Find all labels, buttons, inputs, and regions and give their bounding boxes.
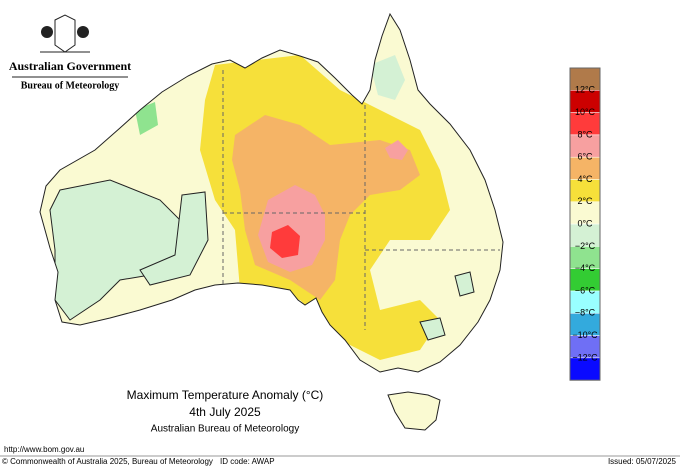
legend-label: 6°C [577, 152, 593, 162]
footer-issued: Issued: 05/07/2025 [608, 457, 677, 466]
footer-url: http://www.bom.gov.au [4, 445, 84, 454]
footer-copyright: © Commonwealth of Australia 2025, Bureau… [2, 457, 213, 466]
legend-label: 8°C [577, 129, 593, 139]
legend-label: 10°C [575, 107, 596, 117]
legend: 12°C 10°C 8°C 6°C 4°C 2°C 0°C −2°C −4°C −6°C −8°C −… [569, 67, 601, 381]
legend-label: 2°C [577, 196, 593, 206]
logo [40, 14, 90, 53]
legend-label: 0°C [577, 218, 593, 228]
legend-label: −12°C [572, 352, 598, 362]
map-source: Australian Bureau of Meteorology [151, 424, 299, 435]
map-title: Maximum Temperature Anomaly (°C) [127, 388, 324, 402]
legend-label: −2°C [575, 241, 596, 251]
legend-label: −10°C [572, 330, 598, 340]
legend-frame [569, 67, 601, 381]
map [39, 13, 504, 431]
map-date: 4th July 2025 [189, 405, 261, 419]
legend-label: −6°C [575, 285, 596, 295]
legend-label: 4°C [577, 174, 593, 184]
government: Australian Government [9, 59, 131, 73]
footer-id: ID code: AWAP [220, 457, 275, 466]
agency: Bureau of Meteorology [21, 80, 120, 91]
legend-label: 12°C [575, 85, 596, 95]
anomaly-fields [49, 55, 475, 360]
legend-label: −8°C [575, 308, 596, 318]
legend-label: −4°C [575, 263, 596, 273]
